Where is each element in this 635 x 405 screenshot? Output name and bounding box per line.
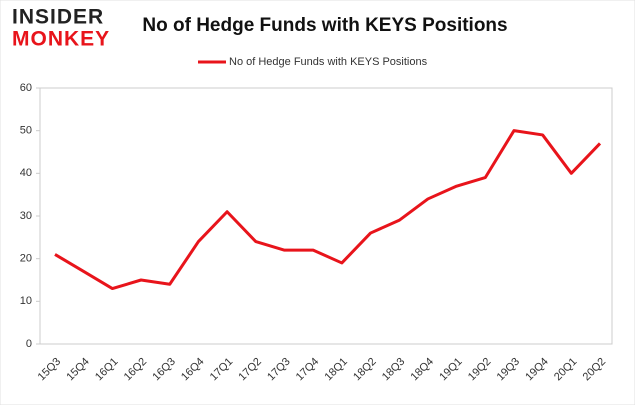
y-tick-label: 10: [20, 295, 32, 307]
y-tick-label: 20: [20, 253, 32, 265]
logo-line1: INSIDER: [12, 6, 104, 29]
y-tick-label: 0: [26, 338, 32, 350]
y-tick-label: 40: [20, 167, 32, 179]
logo-line2: MONKEY: [12, 28, 110, 51]
legend-label: No of Hedge Funds with KEYS Positions: [229, 56, 428, 68]
chart-title: No of Hedge Funds with KEYS Positions: [142, 15, 507, 36]
y-tick-label: 30: [20, 210, 32, 222]
data-line: [54, 129, 602, 291]
y-tick-label: 50: [20, 125, 32, 137]
y-tick-label: 60: [20, 82, 32, 94]
